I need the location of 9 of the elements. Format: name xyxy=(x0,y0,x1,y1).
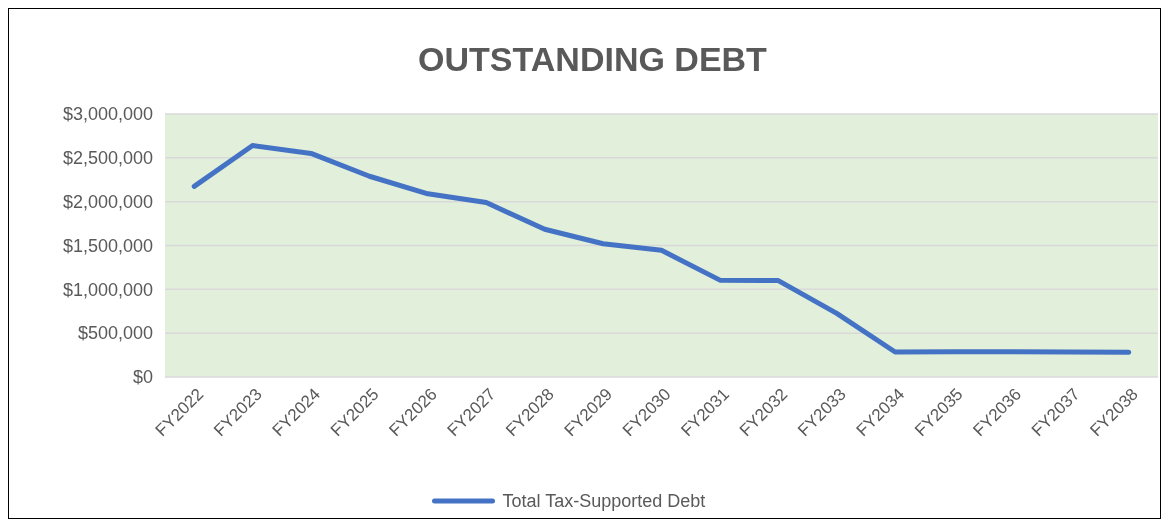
legend-label: Total Tax-Supported Debt xyxy=(502,491,706,512)
chart-title: OUTSTANDING DEBT xyxy=(418,40,768,78)
y-tick-label: $0 xyxy=(132,367,153,388)
y-tick-label: $500,000 xyxy=(77,323,153,344)
y-tick-label: $1,000,000 xyxy=(62,279,153,300)
y-tick-label: $3,000,000 xyxy=(62,104,153,125)
y-tick-label: $2,000,000 xyxy=(62,191,153,212)
y-tick-label: $2,500,000 xyxy=(62,148,153,169)
y-tick-label: $1,500,000 xyxy=(62,235,153,256)
